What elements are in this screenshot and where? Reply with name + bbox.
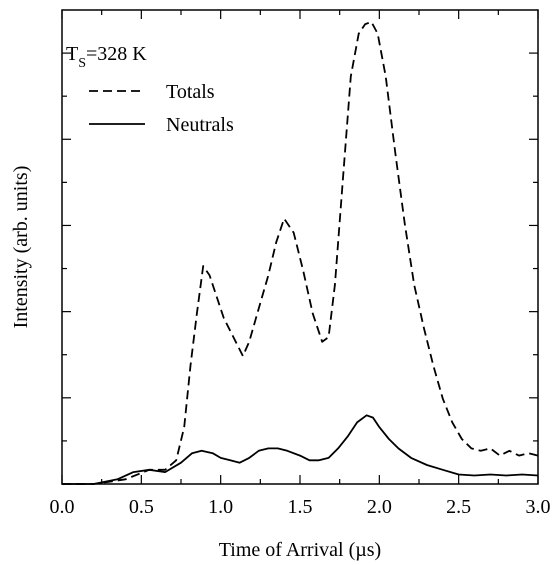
series-line-neutrals: [62, 414, 539, 485]
tick-marks: [61, 10, 539, 484]
x-tick-label: 0.5: [129, 496, 154, 518]
x-axis-label: Time of Arrival (µs): [219, 539, 381, 561]
x-tick-label: 1.0: [208, 496, 233, 518]
x-tick-label: 0.0: [50, 496, 75, 518]
x-tick-label: 1.5: [288, 496, 313, 518]
legend: Totals Neutrals: [89, 81, 234, 136]
x-tick-label: 3.0: [526, 496, 551, 518]
legend-label-neutrals: Neutrals: [166, 114, 234, 136]
x-tick-label: 2.5: [446, 496, 471, 518]
series-layer: [62, 21, 539, 485]
annotation-ts: TS=328 K: [66, 43, 147, 71]
series-line-totals: [62, 21, 539, 485]
x-tick-label: 2.0: [367, 496, 392, 518]
legend-label-totals: Totals: [166, 81, 215, 103]
plot-frame: [61, 9, 539, 485]
x-tick-labels: 0.0 0.5 1.0 1.5 2.0 2.5 3.0: [50, 496, 551, 518]
y-axis-label: Intensity (arb. units): [10, 166, 32, 329]
